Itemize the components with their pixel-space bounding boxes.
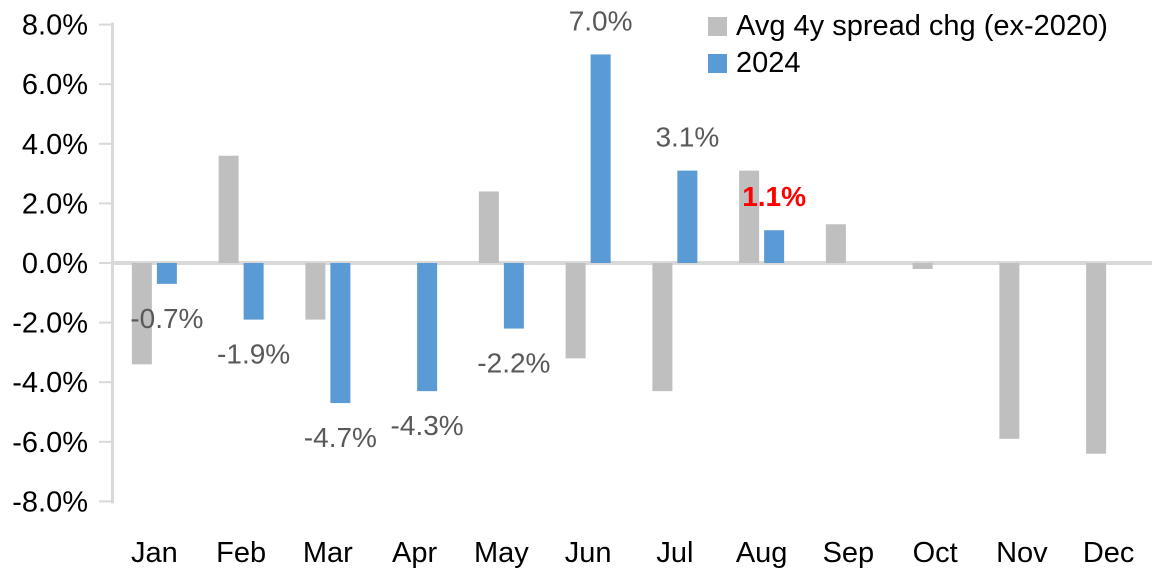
bar-2024-apr xyxy=(417,263,438,392)
data-label-feb: -1.9% xyxy=(217,339,290,370)
data-label-apr: -4.3% xyxy=(391,410,464,441)
y-axis-label: -8.0% xyxy=(12,486,88,518)
legend-label-avg-4y-spread: Avg 4y spread chg (ex-2020) xyxy=(736,10,1108,42)
bar-avg-may xyxy=(478,191,499,263)
bar-avg-jun xyxy=(565,263,586,359)
x-axis-label-sep: Sep xyxy=(823,537,875,569)
y-axis-label: 4.0% xyxy=(22,129,88,161)
legend-item-avg-4y-spread: Avg 4y spread chg (ex-2020) xyxy=(708,12,1108,41)
data-label-jan: -0.7% xyxy=(130,303,203,334)
bar-avg-dec xyxy=(1086,263,1107,454)
data-label-jul: 3.1% xyxy=(655,122,719,153)
x-axis-label-dec: Dec xyxy=(1083,537,1135,569)
legend-swatch-gray-icon xyxy=(708,17,727,36)
x-axis-label-jun: Jun xyxy=(565,537,612,569)
x-axis-label-nov: Nov xyxy=(996,537,1048,569)
x-axis-label-oct: Oct xyxy=(913,537,958,569)
x-axis-label-mar: Mar xyxy=(303,537,353,569)
bar-avg-jan xyxy=(131,263,152,365)
y-axis-label: 6.0% xyxy=(22,69,88,101)
bar-2024-jan xyxy=(156,263,177,284)
bar-avg-mar xyxy=(305,263,326,320)
data-label-mar: -4.7% xyxy=(304,422,377,453)
y-axis-label: 2.0% xyxy=(22,188,88,220)
bar-2024-jun xyxy=(590,54,611,264)
legend-item-2024: 2024 xyxy=(708,49,1108,78)
y-axis-label: 8.0% xyxy=(22,10,88,42)
bar-2024-jul xyxy=(677,170,698,263)
x-axis-label-feb: Feb xyxy=(216,537,266,569)
bar-2024-aug xyxy=(764,230,785,263)
y-axis-label: -4.0% xyxy=(12,367,88,399)
bar-2024-feb xyxy=(243,263,264,320)
data-label-may: -2.2% xyxy=(477,348,550,379)
data-label-jun: 7.0% xyxy=(569,5,633,36)
data-label-aug: 1.1% xyxy=(742,181,806,212)
bar-avg-nov xyxy=(999,263,1020,439)
legend-label-2024: 2024 xyxy=(736,47,801,79)
bar-avg-aug xyxy=(739,170,760,263)
bar-avg-feb xyxy=(218,155,239,263)
chart-legend: Avg 4y spread chg (ex-2020) 2024 xyxy=(708,12,1108,78)
x-axis-label-jul: Jul xyxy=(656,537,693,569)
bar-avg-sep xyxy=(825,224,846,263)
bar-avg-jul xyxy=(652,263,673,392)
bar-2024-may xyxy=(503,263,524,329)
bar-avg-oct xyxy=(912,263,933,269)
y-axis-label: -6.0% xyxy=(12,427,88,459)
x-axis-label-aug: Aug xyxy=(736,537,788,569)
legend-swatch-blue-icon xyxy=(708,54,727,73)
y-axis-label: -2.0% xyxy=(12,308,88,340)
x-axis-label-may: May xyxy=(474,537,529,569)
x-axis-label-apr: Apr xyxy=(392,537,437,569)
bar-2024-mar xyxy=(330,263,351,404)
x-axis-label-jan: Jan xyxy=(131,537,178,569)
y-axis-label: 0.0% xyxy=(22,248,88,280)
